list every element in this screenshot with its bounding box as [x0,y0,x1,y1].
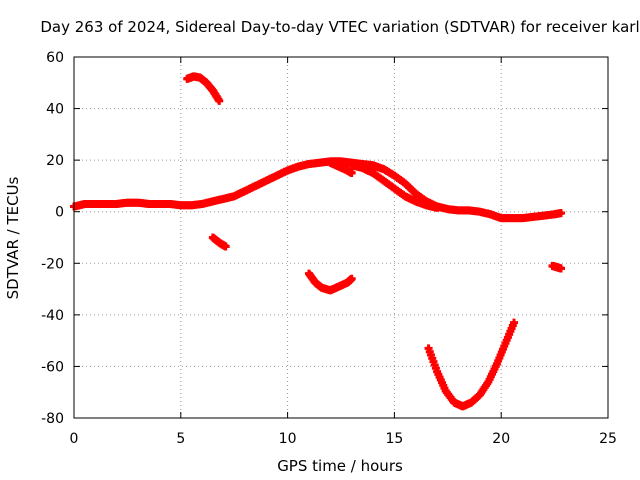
y-tick-label: 20 [46,153,64,169]
y-tick-label: -40 [41,308,64,324]
series-v-trough-16-20 [424,318,519,411]
series-seg-6-7 [208,233,230,251]
y-tick-label: -80 [41,411,64,427]
x-tick-label: 20 [492,431,510,447]
data-marks [70,72,566,411]
x-tick-label: 25 [599,431,617,447]
series-arc-11-13 [304,269,356,295]
y-tick-label: -60 [41,359,64,375]
x-axis-label: GPS time / hours [277,457,403,475]
x-tick-label: 10 [279,431,297,447]
plot-frame [73,56,609,419]
data-point [510,318,519,327]
data-point [557,264,566,273]
y-tick-label: 40 [46,102,64,118]
x-tick-label: 5 [176,431,185,447]
y-tick-label: 0 [55,205,64,221]
series-seg-22-23 [548,261,566,273]
series-arc-5-7 [183,72,224,105]
y-tick-label: -20 [41,256,64,272]
grid-lines [74,57,608,418]
series-lower-branch [347,161,442,212]
x-tick-label: 15 [385,431,403,447]
y-axis-label: SDTVAR / TECUs [4,176,22,299]
chart-title: Day 263 of 2024, Sidereal Day-to-day VTE… [40,18,639,36]
series-main-trace [70,157,566,223]
y-tick-label: 60 [46,50,64,66]
series-dip-11-13 [326,158,356,178]
data-point [347,169,356,178]
axis-ticks: 0 5 10 15 20 25 -80 -60 -40 -20 0 20 40 60 [41,50,617,447]
x-tick-label: 0 [70,431,79,447]
data-point [433,203,442,212]
data-point [221,242,230,251]
data-point [557,209,566,218]
data-point [347,274,356,283]
data-point [215,96,224,105]
